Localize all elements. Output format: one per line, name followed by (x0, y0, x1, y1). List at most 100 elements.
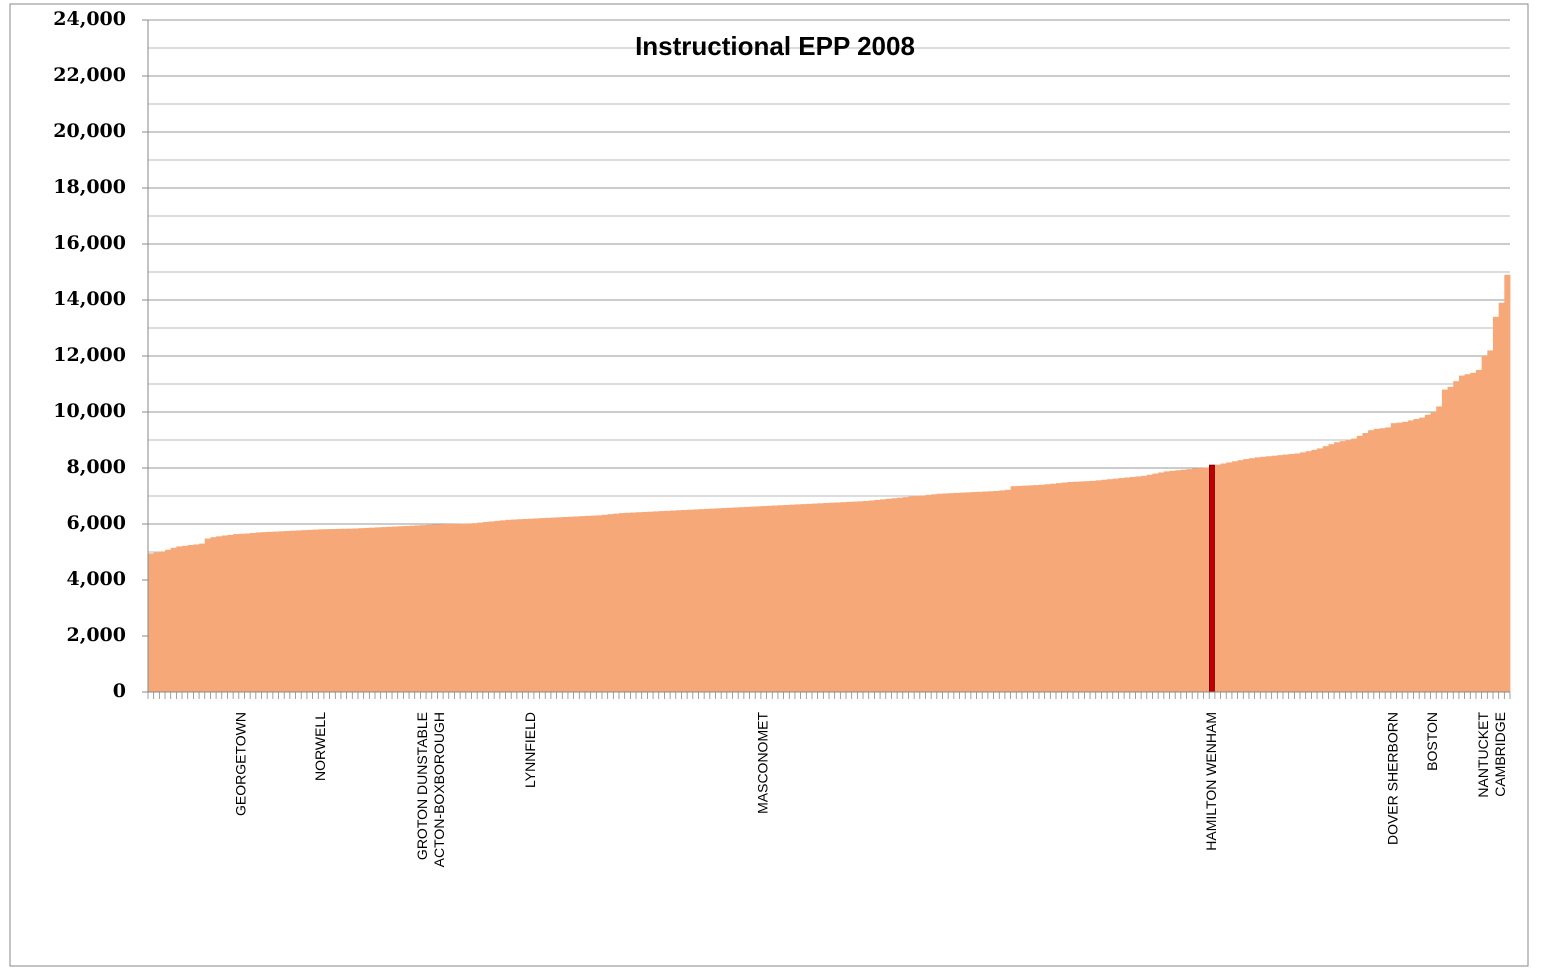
bar (1311, 449, 1318, 692)
y-tick-label: 0 (113, 680, 126, 702)
bar (380, 527, 387, 692)
bar (204, 538, 211, 692)
bar (233, 534, 240, 692)
bar (760, 506, 767, 692)
bar (1016, 485, 1023, 692)
bar (789, 504, 796, 692)
bar (931, 494, 938, 692)
bar (1362, 433, 1369, 692)
bar (1192, 468, 1199, 692)
x-tick-label: NANTUCKET (1475, 712, 1491, 798)
x-tick-label: GEORGETOWN (232, 712, 248, 816)
bar (936, 493, 943, 692)
bar (244, 533, 251, 692)
bar (840, 502, 847, 692)
bar (533, 518, 540, 692)
y-tick-label: 12,000 (53, 344, 126, 366)
bar (1010, 486, 1017, 692)
bar (1339, 441, 1346, 692)
bar (675, 510, 682, 692)
bar (868, 500, 875, 692)
bar (289, 530, 296, 692)
y-tick-label: 10,000 (53, 400, 126, 422)
bar (624, 512, 631, 692)
bar (1004, 489, 1011, 692)
bar (1498, 302, 1505, 692)
bar (1033, 485, 1040, 692)
bar (834, 502, 841, 692)
bar (454, 523, 461, 692)
x-tick-label: ACTON-BOXBOROUGH (431, 712, 447, 867)
bar (1430, 412, 1437, 692)
bar (511, 519, 518, 692)
bar (1169, 470, 1176, 692)
bar (948, 493, 955, 692)
bar (772, 505, 779, 692)
bar (250, 532, 257, 692)
bar (1402, 421, 1409, 692)
y-tick-label: 4,000 (67, 568, 127, 590)
bar (414, 525, 421, 692)
bar (323, 529, 330, 692)
bar (238, 533, 245, 692)
bar (278, 531, 285, 692)
bar (545, 517, 552, 692)
bar (193, 544, 200, 692)
bar (846, 501, 853, 692)
bar (403, 525, 410, 692)
bar (914, 496, 921, 692)
bar (471, 523, 478, 692)
y-tick-label: 20,000 (53, 120, 126, 142)
bar (891, 498, 898, 692)
bar (607, 514, 614, 692)
bar (1135, 476, 1142, 692)
bar (1248, 458, 1256, 692)
x-tick-label: CAMBRIDGE (1492, 712, 1508, 797)
bar (755, 506, 762, 692)
bar (221, 535, 228, 692)
bar (352, 528, 359, 692)
bar (590, 515, 597, 692)
bar (1254, 457, 1261, 692)
x-tick-label: DOVER SHERBORN (1384, 712, 1400, 845)
bar (227, 534, 234, 692)
bar (1220, 463, 1227, 692)
bar (346, 528, 353, 692)
bar (1441, 389, 1448, 692)
y-tick-label: 24,000 (53, 8, 126, 30)
bar (488, 521, 495, 692)
bar (1124, 477, 1131, 692)
bar (897, 497, 904, 692)
bar (1226, 462, 1233, 692)
bar (1118, 478, 1125, 692)
bar (959, 492, 966, 692)
bar (1073, 481, 1080, 692)
bar (1424, 414, 1431, 692)
bar (970, 492, 977, 692)
bar (1373, 428, 1380, 692)
bar (386, 526, 393, 692)
bar (1027, 485, 1034, 692)
bar (1078, 481, 1085, 692)
bar-highlight (1209, 464, 1216, 693)
bar (1175, 470, 1182, 692)
bar (329, 529, 336, 692)
bar (1283, 454, 1290, 692)
bar (499, 520, 506, 692)
bar (743, 506, 750, 692)
bar (829, 502, 836, 692)
bar (505, 519, 512, 692)
bar (170, 547, 177, 692)
bar (1413, 419, 1420, 692)
bar (306, 529, 313, 692)
bar (1231, 461, 1238, 692)
bar (1180, 469, 1187, 692)
bar (709, 508, 716, 692)
bar (1152, 473, 1159, 692)
bar (1305, 451, 1312, 692)
bar (851, 501, 858, 692)
bar (925, 494, 932, 692)
bar (272, 531, 279, 692)
bar (726, 507, 733, 692)
bar (1050, 483, 1057, 692)
